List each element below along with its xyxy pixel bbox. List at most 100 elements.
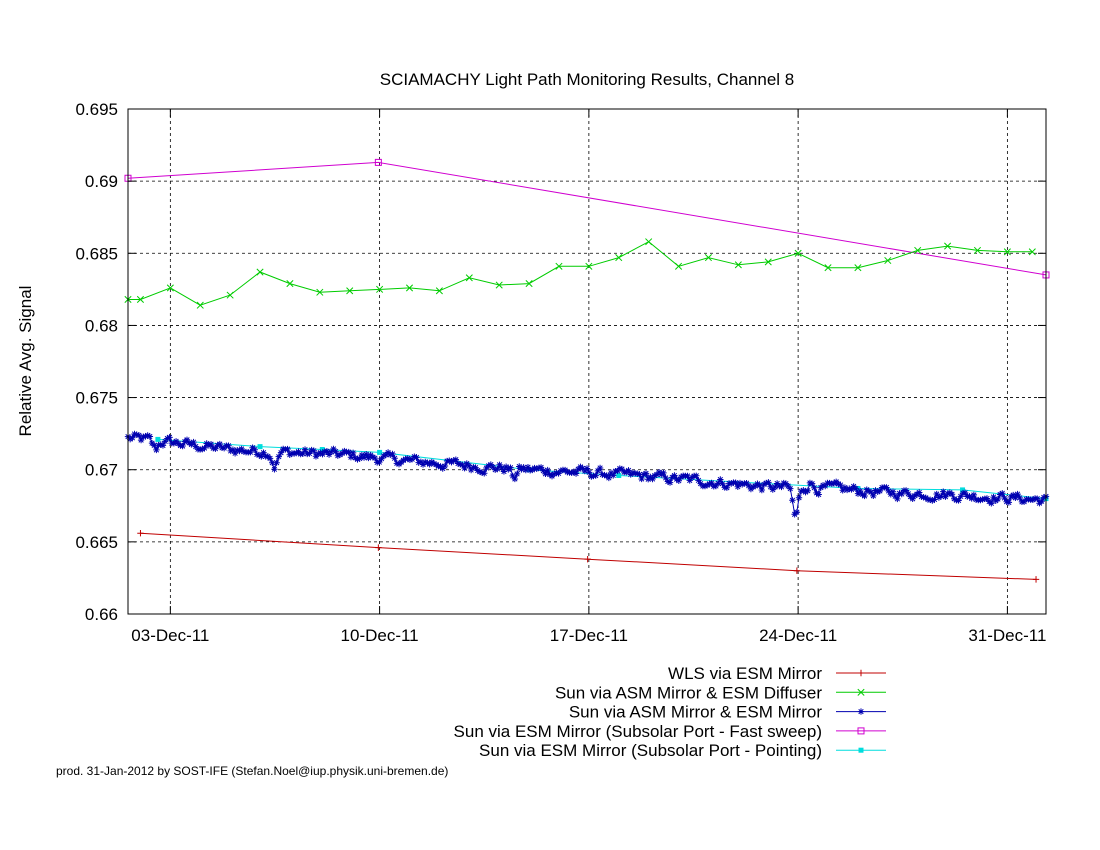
data-point [736, 479, 744, 487]
data-point [905, 490, 912, 498]
data-point [299, 450, 307, 457]
data-point [874, 488, 881, 496]
data-point [937, 492, 945, 500]
data-point [843, 486, 851, 494]
data-point [260, 449, 267, 456]
data-point [765, 479, 772, 486]
data-point [474, 467, 481, 474]
data-point [478, 469, 486, 476]
data-point [286, 280, 294, 288]
data-point [942, 493, 949, 500]
data-point [1012, 494, 1019, 501]
data-point [826, 479, 833, 487]
data-point [129, 434, 136, 441]
y-tick-label: 0.695 [75, 100, 118, 119]
data-point [802, 488, 809, 496]
data-point [314, 450, 322, 458]
data-point [531, 464, 538, 472]
data-point [247, 449, 254, 456]
data-point [1010, 491, 1017, 499]
data-point [330, 445, 337, 453]
data-point [979, 496, 986, 503]
data-point [375, 544, 382, 551]
data-point [525, 280, 533, 288]
x-tick-label: 03-Dec-11 [131, 626, 209, 645]
data-point [192, 443, 199, 450]
data-point [450, 457, 457, 464]
data-point [400, 457, 407, 464]
data-point [325, 451, 333, 458]
series-3 [124, 158, 1050, 279]
y-axis-label: Relative Avg. Signal [16, 286, 35, 437]
data-point [581, 467, 588, 475]
data-point [771, 483, 779, 491]
data-point [238, 445, 245, 453]
data-point [495, 281, 503, 289]
data-point [308, 446, 315, 454]
data-point [231, 450, 239, 457]
y-tick-label: 0.68 [85, 316, 118, 335]
data-point [256, 268, 264, 276]
data-point [1040, 494, 1047, 501]
data-point [865, 488, 873, 495]
data-point [918, 493, 925, 500]
data-point [258, 453, 265, 460]
data-point [502, 463, 510, 470]
legend-label: Sun via ESM Mirror (Subsolar Port - Poin… [479, 741, 822, 760]
legend-label: WLS via ESM Mirror [668, 664, 822, 683]
data-point [615, 254, 623, 262]
series-line [157, 438, 1047, 500]
data-point [341, 447, 348, 455]
data-point [220, 444, 228, 452]
data-point [846, 485, 853, 492]
data-point [988, 500, 995, 507]
data-point [968, 495, 975, 502]
data-point [671, 472, 678, 479]
data-point [1003, 248, 1011, 256]
data-point [457, 461, 464, 468]
data-point [542, 470, 549, 478]
data-point [155, 436, 161, 442]
data-point [640, 471, 648, 478]
data-point [793, 567, 801, 574]
data-point [677, 473, 685, 481]
data-point [579, 465, 586, 472]
data-point [610, 472, 617, 479]
data-point [137, 530, 144, 537]
data-point [277, 449, 285, 456]
data-point [784, 482, 792, 490]
data-point [961, 489, 969, 497]
data-point [435, 287, 443, 295]
data-point [417, 458, 425, 465]
data-point [787, 485, 794, 492]
data-point [131, 430, 138, 438]
data-point [164, 435, 171, 442]
data-point [822, 482, 829, 490]
series-layer [124, 158, 1050, 583]
data-point [323, 448, 331, 455]
data-point [500, 468, 508, 475]
data-point [550, 470, 558, 478]
data-point [356, 455, 363, 462]
data-point [940, 488, 947, 495]
data-point [706, 480, 713, 488]
data-point [253, 451, 261, 458]
data-point [166, 284, 174, 292]
data-point [935, 494, 943, 501]
legend-marker [857, 708, 865, 715]
data-point [743, 479, 750, 487]
data-point [887, 491, 894, 498]
data-point [909, 495, 916, 503]
x-tick-label: 31-Dec-11 [968, 626, 1046, 645]
data-point [806, 479, 814, 487]
data-point [227, 447, 234, 455]
data-point [137, 436, 145, 444]
data-point [537, 464, 545, 471]
data-point [804, 487, 811, 494]
data-point [413, 454, 420, 461]
data-point [835, 480, 842, 488]
data-point [957, 493, 964, 500]
data-point [533, 465, 540, 472]
data-point [183, 436, 191, 443]
data-point [719, 480, 726, 487]
